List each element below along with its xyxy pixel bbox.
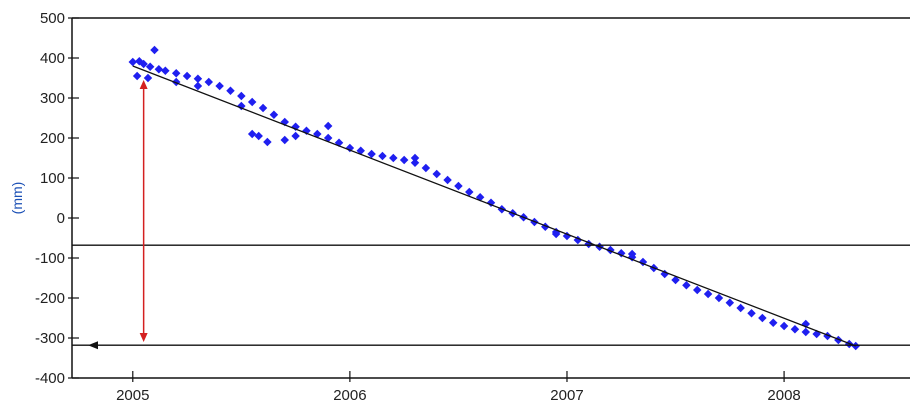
data-point — [410, 158, 420, 168]
y-ticks: 500 400 300 200 100 0 -100 -200 -300 -400 — [35, 10, 79, 387]
data-point — [693, 285, 702, 295]
x-ticks: 2005 2006 2007 2008 — [116, 371, 801, 404]
data-point — [258, 103, 268, 113]
data-point — [345, 143, 355, 153]
data-point — [171, 68, 181, 78]
data-point — [193, 81, 203, 91]
data-point — [682, 280, 691, 290]
x-tick-label: 2007 — [550, 387, 583, 404]
y-tick-label: 200 — [40, 130, 65, 147]
arrow-head-bottom — [139, 333, 148, 342]
data-point — [145, 62, 155, 72]
data-point — [736, 303, 745, 313]
data-point — [454, 181, 463, 191]
data-point — [399, 155, 409, 165]
trend-line — [132, 65, 856, 347]
data-point — [150, 45, 159, 55]
data-point — [215, 81, 224, 91]
data-point — [226, 86, 235, 96]
data-point — [671, 275, 680, 285]
reference-lines — [72, 244, 910, 350]
data-point — [247, 97, 257, 107]
data-point — [291, 131, 300, 141]
data-point — [725, 298, 735, 308]
data-point — [139, 59, 148, 69]
data-point — [254, 131, 263, 141]
data-point — [432, 169, 441, 179]
x-tick-label: 2005 — [116, 387, 149, 404]
data-point — [263, 137, 272, 147]
data-point — [193, 74, 203, 84]
data-point — [132, 71, 142, 81]
data-point — [703, 289, 713, 299]
y-tick-label: -100 — [35, 250, 65, 267]
data-point — [323, 133, 333, 143]
y-tick-label: 400 — [40, 50, 65, 67]
data-point — [779, 321, 789, 331]
data-point — [154, 64, 164, 74]
data-point — [247, 129, 257, 139]
x-tick-label: 2008 — [767, 387, 800, 404]
y-tick-label: 100 — [40, 170, 65, 187]
y-tick-label: 500 — [40, 10, 65, 27]
data-point — [389, 153, 398, 163]
data-point — [237, 101, 246, 111]
y-axis-label: (mm) — [9, 182, 25, 215]
data-point — [758, 313, 767, 323]
data-point — [237, 91, 246, 101]
data-point — [790, 324, 800, 334]
y-tick-label: 300 — [40, 90, 65, 107]
data-point — [161, 66, 170, 76]
data-point — [323, 121, 333, 131]
data-point — [128, 57, 138, 67]
data-point — [143, 73, 153, 83]
data-point — [182, 71, 192, 81]
data-point — [801, 327, 811, 337]
data-point — [714, 293, 724, 303]
reference-line-arrowhead — [88, 341, 98, 350]
data-point — [443, 175, 452, 185]
data-point — [768, 318, 778, 328]
data-point — [269, 110, 279, 120]
data-point — [465, 187, 474, 197]
plot-frame — [71, 17, 910, 379]
data-point — [204, 77, 214, 87]
x-tick-label: 2006 — [333, 387, 366, 404]
data-point — [421, 163, 431, 173]
data-point — [378, 151, 387, 161]
data-point — [367, 149, 376, 159]
data-point — [280, 135, 289, 145]
y-tick-label: -200 — [35, 290, 65, 307]
displacement-arrow — [139, 80, 148, 342]
y-tick-label: -300 — [35, 330, 65, 347]
y-tick-label: -400 — [35, 370, 65, 387]
data-point — [410, 153, 420, 163]
data-point — [747, 308, 756, 318]
y-tick-label: 0 — [57, 210, 65, 227]
arrow-head-top — [139, 80, 148, 89]
